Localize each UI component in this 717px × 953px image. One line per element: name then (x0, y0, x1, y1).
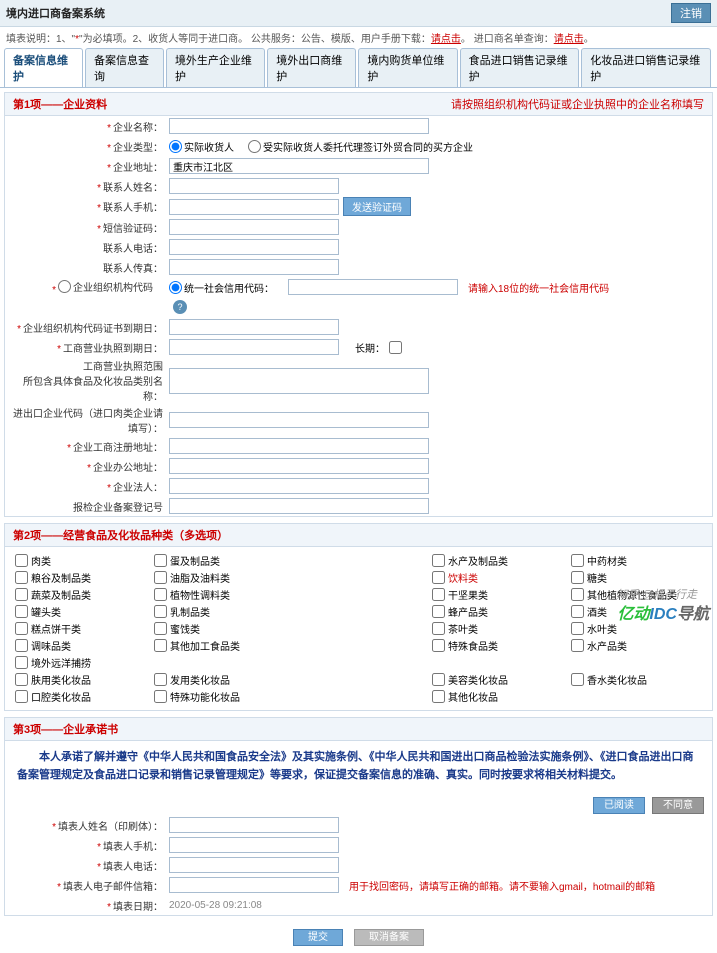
category-item-8[interactable]: 饮料类 (432, 570, 563, 585)
category-item-41[interactable]: 特殊功能化妆品 (154, 689, 285, 704)
category-item-33 (432, 655, 563, 670)
tab-6[interactable]: 化妆品进口销售记录维护 (581, 48, 711, 87)
credit-code-input[interactable] (288, 279, 458, 295)
category-item-2 (293, 553, 424, 568)
category-item-11[interactable]: 植物性调料类 (154, 587, 285, 602)
category-item-37 (293, 672, 424, 687)
info-bar: 填表说明：1、"*"为必填项。2、收货人等同于进口商。 公共服务：公告、模版、用… (0, 27, 717, 48)
category-item-18[interactable]: 蜂产品类 (432, 604, 563, 619)
type-radio-1[interactable]: 实际收货人 (169, 139, 234, 154)
category-item-42 (293, 689, 424, 704)
code-radio-1[interactable]: 企业组织机构代码 (58, 279, 153, 294)
tab-bar: 备案信息维护备案信息查询境外生产企业维护境外出口商维护境内购货单位维护食品进口销… (0, 48, 717, 88)
category-item-17 (293, 604, 424, 619)
submit-button[interactable]: 提交 (293, 929, 343, 946)
query-link[interactable]: 请点击 (554, 34, 584, 45)
category-item-31 (154, 655, 285, 670)
fill-date-value: 2020-05-28 09:21:08 (169, 900, 262, 911)
section1-title: 第1项——企业资料 请按照组织机构代码证或企业执照中的企业名称填写 (5, 93, 712, 116)
category-item-9[interactable]: 糖类 (571, 570, 702, 585)
license-date-input[interactable] (169, 339, 339, 355)
address-input[interactable] (169, 158, 429, 174)
signer-email-input[interactable] (169, 877, 339, 893)
category-item-32 (293, 655, 424, 670)
section-enterprise: 第1项——企业资料 请按照组织机构代码证或企业执照中的企业名称填写 *企业名称：… (4, 92, 713, 517)
sms-code-input[interactable] (169, 219, 339, 235)
signer-name-input[interactable] (169, 817, 339, 833)
category-item-43[interactable]: 其他化妆品 (432, 689, 563, 704)
code-date-input[interactable] (169, 319, 339, 335)
signer-tel-input[interactable] (169, 857, 339, 873)
page-title: 境内进口商备案系统 (6, 5, 105, 21)
logout-button[interactable]: 注销 (671, 3, 711, 23)
category-item-40[interactable]: 口腔类化妆品 (15, 689, 146, 704)
category-item-35[interactable]: 肤用类化妆品 (15, 672, 146, 687)
send-code-button[interactable]: 发送验证码 (343, 197, 411, 216)
type-radio-2[interactable]: 受实际收货人委托代理签订外贸合同的买方企业 (248, 139, 473, 154)
category-item-4[interactable]: 中药材类 (571, 553, 702, 568)
tab-4[interactable]: 境内购货单位维护 (358, 48, 457, 87)
category-item-30[interactable]: 境外远洋捕捞 (15, 655, 146, 670)
ie-code-input[interactable] (169, 412, 429, 428)
category-item-28[interactable]: 特殊食品类 (432, 638, 563, 653)
signer-phone-input[interactable] (169, 837, 339, 853)
scope-input[interactable] (169, 368, 429, 394)
category-item-25[interactable]: 调味品类 (15, 638, 146, 653)
category-item-39[interactable]: 香水类化妆品 (571, 672, 702, 687)
legal-person-input[interactable] (169, 478, 429, 494)
category-item-26[interactable]: 其他加工食品类 (154, 638, 285, 653)
code-radio-2[interactable]: 统一社会信用代码： (169, 280, 274, 295)
tab-5[interactable]: 食品进口销售记录维护 (460, 48, 580, 87)
category-item-22 (293, 621, 424, 636)
category-item-0[interactable]: 肉类 (15, 553, 146, 568)
commitment-text: 本人承诺了解并遵守《中华人民共和国食品安全法》及其实施条例、《中华人民共和国进出… (5, 741, 712, 792)
section3-title: 第3项——企业承诺书 (5, 718, 712, 741)
cancel-button[interactable]: 取消备案 (354, 929, 424, 946)
tab-1[interactable]: 备案信息查询 (85, 48, 164, 87)
contact-tel-input[interactable] (169, 239, 339, 255)
reg-no-input[interactable] (169, 498, 429, 514)
section-commitment: 第3项——企业承诺书 本人承诺了解并遵守《中华人民共和国食品安全法》及其实施条例… (4, 717, 713, 916)
enterprise-name-input[interactable] (169, 118, 429, 134)
tab-0[interactable]: 备案信息维护 (4, 48, 83, 87)
reg-addr-input[interactable] (169, 438, 429, 454)
category-item-3[interactable]: 水产及制品类 (432, 553, 563, 568)
help-icon[interactable]: ? (173, 300, 187, 314)
category-item-29[interactable]: 水产品类 (571, 638, 702, 653)
tab-2[interactable]: 境外生产企业维护 (166, 48, 265, 87)
section2-title: 第2项——经营食品及化妆品种类（多选项） (5, 524, 712, 547)
category-item-27 (293, 638, 424, 653)
category-item-36[interactable]: 发用类化妆品 (154, 672, 285, 687)
download-link[interactable]: 请点击 (431, 34, 461, 45)
contact-phone-input[interactable] (169, 199, 339, 215)
category-item-7 (293, 570, 424, 585)
category-item-5[interactable]: 粮谷及制品类 (15, 570, 146, 585)
category-item-38[interactable]: 美容类化妆品 (432, 672, 563, 687)
watermark: 亿动IDC导航 (617, 600, 709, 624)
category-item-12 (293, 587, 424, 602)
category-item-20[interactable]: 糕点饼干类 (15, 621, 146, 636)
category-item-34 (571, 655, 702, 670)
category-item-13[interactable]: 干坚果类 (432, 587, 563, 602)
contact-name-input[interactable] (169, 178, 339, 194)
tab-3[interactable]: 境外出口商维护 (267, 48, 356, 87)
category-item-6[interactable]: 油脂及油料类 (154, 570, 285, 585)
agree-button[interactable]: 已阅读 (593, 797, 645, 814)
category-item-10[interactable]: 蔬菜及制品类 (15, 587, 146, 602)
longterm-checkbox[interactable] (389, 341, 402, 354)
category-item-1[interactable]: 蛋及制品类 (154, 553, 285, 568)
category-item-21[interactable]: 蜜饯类 (154, 621, 285, 636)
contact-fax-input[interactable] (169, 259, 339, 275)
section-categories: 第2项——经营食品及化妆品种类（多选项） 肉类蛋及制品类 水产及制品类中药材类粮谷… (4, 523, 713, 711)
office-addr-input[interactable] (169, 458, 429, 474)
category-item-15[interactable]: 罐头类 (15, 604, 146, 619)
category-item-23[interactable]: 茶叶类 (432, 621, 563, 636)
disagree-button[interactable]: 不同意 (652, 797, 704, 814)
category-item-44 (571, 689, 702, 704)
category-item-16[interactable]: 乳制品类 (154, 604, 285, 619)
